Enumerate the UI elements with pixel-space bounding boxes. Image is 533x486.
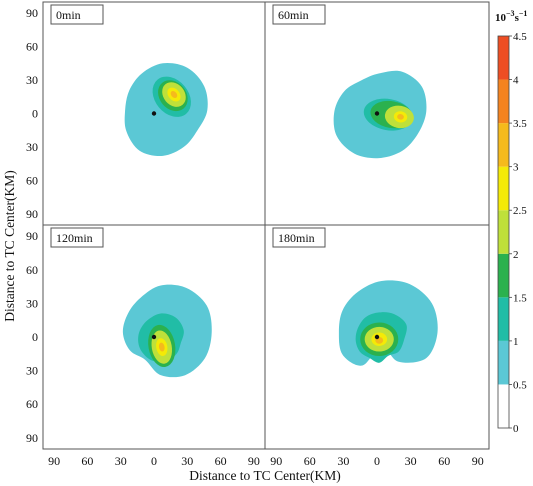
colorbar-tick-label: 4 xyxy=(513,75,519,87)
colorbar-unit: 10−3s−1 xyxy=(495,9,527,24)
colorbar-tick-label: 3 xyxy=(513,162,519,174)
panel-time-label: 120min xyxy=(50,227,104,248)
time-label-text: 0min xyxy=(56,8,81,22)
colorbar-unit-s: s xyxy=(515,12,520,24)
contour-level-3 xyxy=(170,91,178,99)
time-label-box xyxy=(50,227,104,248)
colorbar-segment xyxy=(498,384,509,428)
y-tick-label: 90 xyxy=(26,207,38,221)
y-tick-label: 90 xyxy=(26,431,38,445)
colorbar-tick-label: 2.5 xyxy=(513,205,527,217)
colorbar-tick-label: 3.5 xyxy=(513,118,527,130)
colorbar-tick-label: 4.5 xyxy=(513,31,527,43)
colorbar-segment xyxy=(498,297,509,341)
time-label-box xyxy=(272,4,326,25)
y-tick-label: 30 xyxy=(26,73,38,87)
y-tick-label: 0 xyxy=(32,330,38,344)
colorbar-unit-exp: −3 xyxy=(506,9,515,18)
x-tick-label: 90 xyxy=(472,454,484,468)
panel-180min xyxy=(338,280,438,366)
tc-center-marker xyxy=(151,334,157,340)
y-tick-label: 60 xyxy=(26,173,38,187)
tc-center-marker xyxy=(151,111,157,116)
colorbar-layer: 0 0.5 1 1.5 2 2.5 3 3.5 4 4.5 xyxy=(497,31,527,435)
x-tick-label: 90 xyxy=(248,454,260,468)
panel-time-label: 180min xyxy=(272,227,326,248)
colorbar-segment xyxy=(498,79,509,124)
colorbar-segment xyxy=(498,340,509,385)
panels-layer: 0min 60min 120min 180min xyxy=(50,4,438,378)
colorbar-tick-label: 0.5 xyxy=(513,379,527,391)
y-tick-label: 90 xyxy=(26,229,38,243)
colorbar-segment xyxy=(498,210,509,254)
x-tick-label: 30 xyxy=(115,454,127,468)
x-tick-label: 90 xyxy=(48,454,60,468)
y-tick-label: 30 xyxy=(26,296,38,310)
x-tick-label: 90 xyxy=(270,454,282,468)
tc-center-marker xyxy=(374,111,380,116)
colorbar-frame xyxy=(497,35,510,429)
colorbar-tick-label: 2 xyxy=(513,249,519,261)
colorbar-tick-label: 1.5 xyxy=(513,292,527,304)
colorbar-segment xyxy=(498,166,509,211)
ticks-layer: 90 60 30 0 30 60 90 90 60 30 0 30 60 90 90 60 30 0 30 60 90 9… xyxy=(26,6,484,468)
x-tick-label: 30 xyxy=(405,454,417,468)
colorbar-segment xyxy=(498,123,509,167)
panel-60min xyxy=(333,70,427,159)
panel-time-label: 60min xyxy=(272,4,326,25)
colorbar: 10−3s−1 0 0.5 1 1.5 2 2.5 3 3.5 4 4.5 xyxy=(495,9,527,435)
colorbar-unit-base: 10 xyxy=(495,12,507,24)
y-tick-label: 60 xyxy=(26,397,38,411)
colorbar-tick-label: 0 xyxy=(513,423,519,435)
time-label-box xyxy=(50,4,104,25)
y-tick-label: 60 xyxy=(26,40,38,54)
y-tick-label: 30 xyxy=(26,140,38,154)
x-axis-label: Distance to TC Center(KM) xyxy=(189,468,341,483)
x-tick-label: 60 xyxy=(438,454,450,468)
x-tick-label: 0 xyxy=(151,454,157,468)
colorbar-tick-label: 1 xyxy=(513,336,519,348)
time-label-text: 120min xyxy=(56,231,93,245)
panel-120min xyxy=(122,284,212,378)
y-tick-label: 0 xyxy=(32,107,38,121)
y-tick-label: 30 xyxy=(26,364,38,378)
x-tick-label: 30 xyxy=(181,454,193,468)
contour-level-3 xyxy=(397,114,404,120)
x-tick-label: 60 xyxy=(304,454,316,468)
y-axis-label: Distance to TC Center(KM) xyxy=(2,170,17,322)
colorbar-segment xyxy=(498,253,509,298)
x-tick-label: 0 xyxy=(374,454,380,468)
colorbar-unit-exp2: −1 xyxy=(519,9,528,18)
time-label-text: 60min xyxy=(278,8,309,22)
panel-time-label: 0min xyxy=(50,4,104,25)
x-tick-label: 60 xyxy=(81,454,93,468)
x-tick-label: 60 xyxy=(215,454,227,468)
panel-0min xyxy=(124,63,208,157)
contour-level-3 xyxy=(158,342,165,352)
tc-center-marker xyxy=(374,334,380,340)
time-label-text: 180min xyxy=(278,231,315,245)
x-tick-label: 30 xyxy=(337,454,349,468)
y-tick-label: 60 xyxy=(26,263,38,277)
time-label-box xyxy=(272,227,326,248)
colorbar-segment xyxy=(498,36,509,80)
y-tick-label: 90 xyxy=(26,6,38,20)
